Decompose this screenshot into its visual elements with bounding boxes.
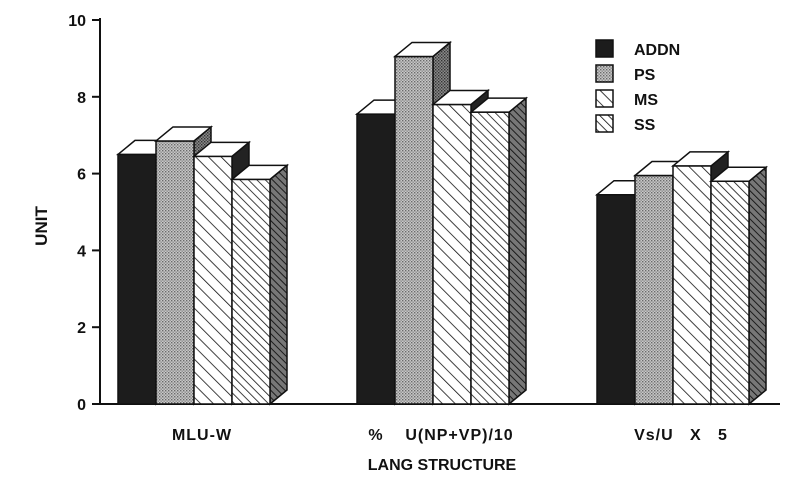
legend-label: SS (634, 117, 656, 134)
bar-top-face (392, 41, 453, 58)
bar-front-face (117, 153, 157, 405)
y-tick-label: 4 (77, 243, 86, 260)
y-tick-label: 6 (77, 167, 86, 184)
legend: ADDN PS MS SS (595, 39, 680, 134)
bar-front-face (672, 165, 712, 405)
bar-side-face (508, 96, 527, 406)
legend-swatch (595, 114, 614, 133)
x-tick-label: MLU-W (172, 427, 232, 444)
y-tick-label: 0 (77, 397, 86, 414)
legend-entry-ss: SS (595, 114, 656, 134)
bar-top-face (430, 89, 491, 106)
bar-ss (229, 163, 290, 406)
bar-front-face (155, 140, 195, 405)
bar-front-face (231, 178, 271, 405)
y-ticks: 0 2 4 6 8 10 (68, 13, 100, 414)
bar-top-face (229, 164, 290, 181)
bar-front-face (394, 55, 434, 405)
bar-top-face (468, 97, 529, 113)
bar-side-face (748, 165, 767, 406)
bar-front-face (356, 113, 396, 405)
legend-swatch (595, 64, 614, 83)
bar-top-face (191, 141, 252, 158)
legend-swatch (595, 39, 614, 58)
bar-ss (468, 96, 529, 406)
y-tick-label: 2 (77, 320, 86, 337)
bar-front-face (470, 111, 510, 405)
bar-front-face (432, 103, 472, 405)
y-axis-label: UNIT (32, 206, 51, 246)
legend-label: ADDN (634, 42, 680, 59)
bar-top-face (670, 151, 731, 167)
bar-front-face (193, 155, 233, 405)
bar-ss (708, 165, 769, 406)
x-axis-label: LANG STRUCTURE (368, 457, 517, 474)
legend-entry-ms: MS (595, 89, 658, 109)
bar-front-face (710, 180, 750, 405)
y-tick-label: 8 (77, 90, 86, 107)
x-tick-label: % U(NP+VP)/10 (368, 427, 513, 444)
bar-front-face (634, 174, 674, 405)
legend-entry-ps: PS (595, 64, 656, 84)
x-tick-label: Vs/U X 5 (634, 427, 728, 444)
bar-side-face (269, 163, 288, 406)
legend-entry-addn: ADDN (595, 39, 680, 59)
bar-top-face (708, 166, 769, 183)
bar-front-face (596, 193, 636, 405)
bars (115, 40, 769, 406)
bar-top-face (153, 126, 214, 142)
legend-swatch (595, 89, 614, 108)
legend-label: PS (634, 67, 656, 84)
x-tick-labels: MLU-W % U(NP+VP)/10 Vs/U X 5 (172, 427, 728, 444)
y-tick-label: 10 (68, 13, 86, 30)
legend-label: MS (634, 92, 658, 109)
